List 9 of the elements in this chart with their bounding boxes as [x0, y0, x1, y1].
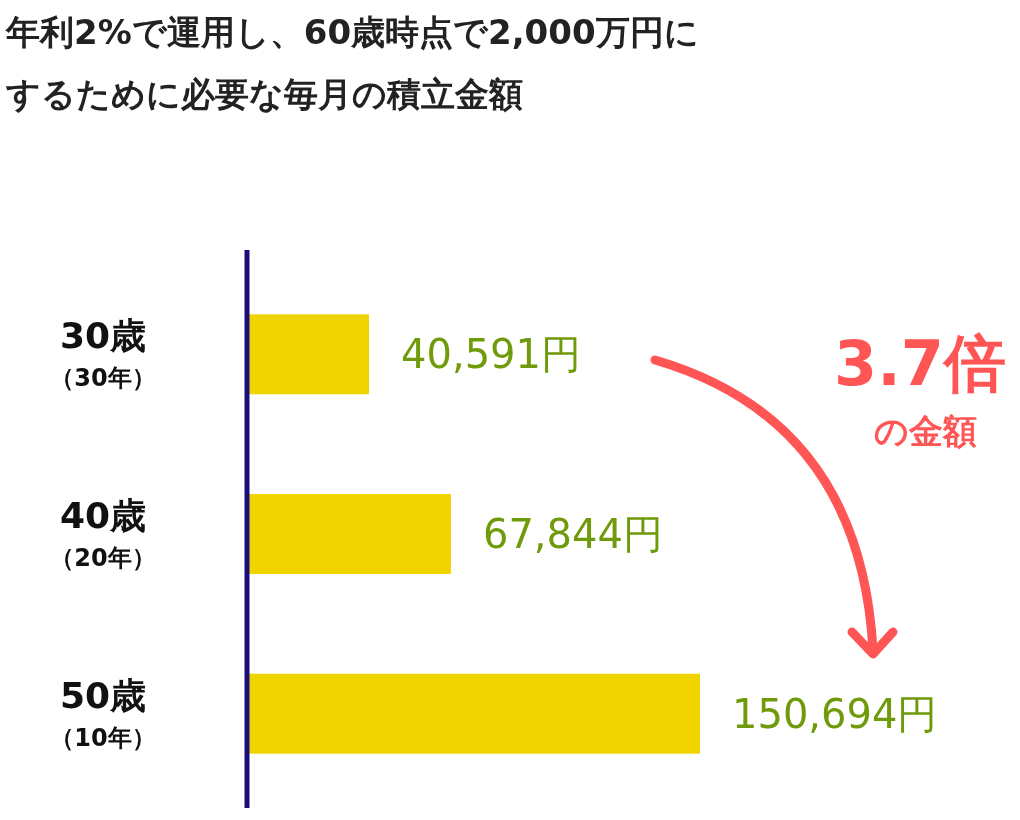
data-label: 67,844円: [482, 511, 663, 557]
chart-title: 年利2%で運用し、60歳時点で2,000万円にするために必要な毎月の積立金額: [5, 12, 699, 114]
y-tick-label: 30歳（30年）: [50, 315, 156, 393]
y-tick-label: 40歳（20年）: [50, 495, 156, 572]
text: の金額: [873, 411, 977, 451]
data-label: 150,694円: [732, 690, 938, 737]
data-label: 40,591円: [401, 331, 581, 378]
text: 3.7倍: [834, 327, 1006, 400]
y-tick-label: 50歳（10年）: [50, 674, 156, 752]
